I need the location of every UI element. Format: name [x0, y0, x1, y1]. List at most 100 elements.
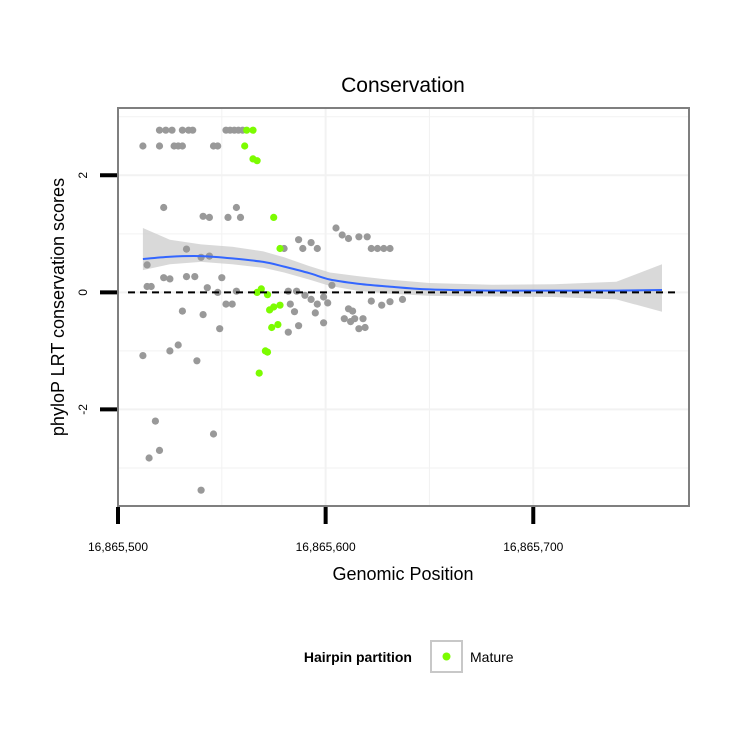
point-mature [243, 126, 251, 134]
point-other [168, 126, 176, 134]
point-other [307, 295, 315, 303]
point-other [155, 142, 164, 150]
point-other [209, 430, 218, 438]
point-mature [253, 157, 261, 165]
point-other [228, 300, 236, 308]
point-other [320, 293, 328, 301]
point-other [324, 299, 332, 307]
point-other [139, 352, 147, 360]
point-other [299, 244, 307, 253]
point-other [182, 245, 191, 253]
point-other [332, 224, 340, 232]
legend-entry-mature: Mature [470, 649, 514, 665]
point-other [166, 347, 174, 355]
point-other [143, 261, 151, 269]
legend-mature-swatch [442, 652, 451, 661]
point-other [359, 315, 367, 323]
point-other [199, 311, 207, 319]
point-other [197, 486, 205, 494]
point-other [236, 213, 245, 221]
point-other [349, 307, 357, 315]
point-other [218, 274, 226, 282]
point-other [160, 274, 168, 282]
point-mature [249, 126, 257, 134]
y-tick-label: 0 [76, 289, 90, 296]
point-mature [241, 142, 249, 150]
point-other [155, 126, 164, 134]
legend: Hairpin partition Mature [304, 640, 514, 673]
point-other [367, 244, 375, 253]
point-other [191, 273, 199, 281]
point-other [284, 287, 292, 295]
point-other [284, 328, 292, 336]
point-mature [268, 323, 276, 332]
point-other [162, 126, 170, 134]
y-tick-label: -2 [76, 404, 90, 415]
point-other [286, 300, 294, 308]
point-other [224, 213, 232, 221]
point-other [367, 297, 375, 305]
point-mature [257, 285, 265, 293]
y-tick-label: 2 [76, 172, 90, 179]
point-other [193, 357, 201, 365]
point-other [182, 273, 191, 281]
point-other [290, 308, 299, 316]
point-other [313, 300, 321, 308]
point-other [147, 282, 155, 291]
point-other [232, 203, 240, 212]
point-other [307, 239, 315, 247]
point-other [293, 287, 301, 295]
point-mature [276, 244, 284, 253]
point-other [222, 300, 230, 308]
legend-title: Hairpin partition [304, 649, 412, 665]
point-mature [263, 348, 272, 356]
point-other [351, 315, 359, 323]
point-mature [276, 301, 284, 309]
series-mature [241, 126, 284, 377]
point-other [174, 341, 182, 349]
x-axis-label: Genomic Position [332, 564, 473, 584]
point-other [295, 236, 303, 244]
point-other [216, 325, 224, 333]
point-other [178, 126, 186, 134]
point-mature [270, 213, 278, 221]
point-other [380, 244, 388, 253]
series-other [139, 126, 407, 494]
point-other [301, 291, 309, 299]
x-tick-label: 16,865,700 [503, 540, 563, 554]
point-mature [274, 321, 282, 329]
chart-title: Conservation [341, 74, 465, 97]
point-other [386, 244, 394, 253]
point-other [373, 244, 382, 253]
point-other [386, 298, 394, 306]
point-other [178, 307, 186, 315]
point-other [338, 231, 346, 239]
point-other [232, 287, 240, 295]
point-other [328, 281, 336, 289]
point-mature [270, 303, 278, 311]
point-other [355, 325, 363, 333]
point-other [340, 315, 348, 323]
x-tick-label: 16,865,600 [296, 540, 356, 554]
plot-border [117, 107, 690, 507]
point-other [155, 446, 164, 454]
plot-area: 16,865,500 16,865,600 16,865,700 -2 0 2 [76, 107, 690, 554]
point-other [398, 295, 407, 303]
y-axis-label: phyloP LRT conservation scores [48, 178, 68, 436]
point-other [139, 142, 147, 150]
point-other [199, 212, 207, 220]
x-tick-label: 16,865,500 [88, 540, 148, 554]
point-other [378, 301, 386, 309]
plot-panel [118, 108, 689, 506]
point-other [214, 142, 222, 150]
point-other [361, 323, 369, 332]
smooth-fit-line [142, 254, 663, 292]
point-other [313, 244, 321, 253]
point-other [160, 203, 168, 212]
point-other [344, 234, 353, 243]
point-mature [255, 369, 263, 377]
point-other [151, 417, 159, 425]
point-other [178, 142, 186, 150]
point-other [205, 213, 213, 221]
